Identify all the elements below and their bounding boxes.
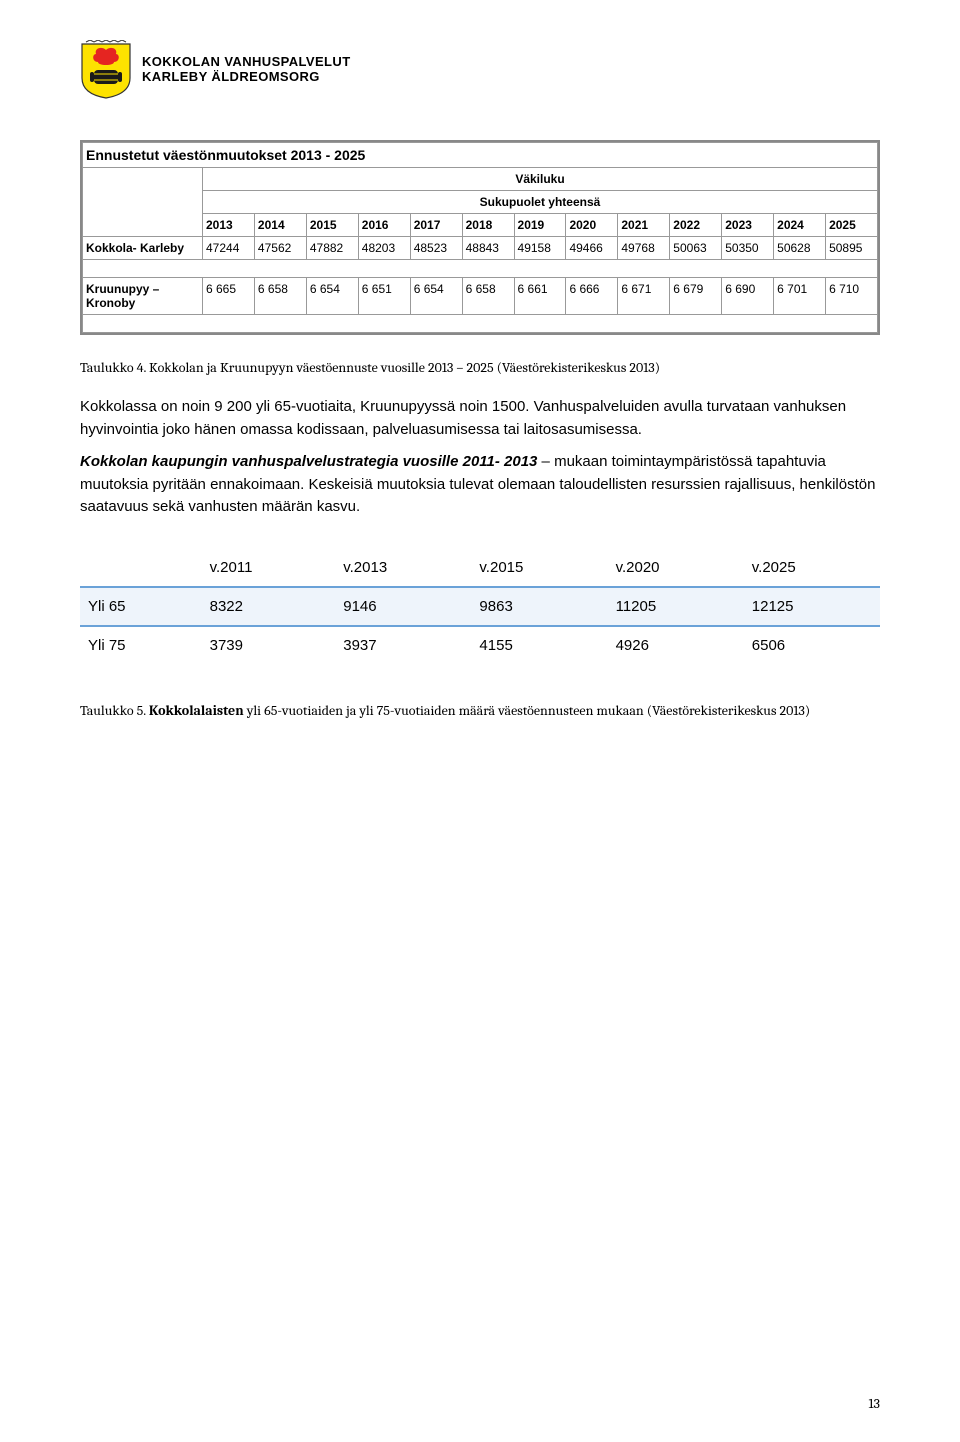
table1-cell: 6 661 [514,278,566,315]
table1-cell: 6 690 [722,278,774,315]
table1-cell: 49466 [566,237,618,260]
caption2-bold: Kokkolalaisten [149,702,244,719]
table1-cell: 6 658 [462,278,514,315]
age-stats-table: v.2011v.2013v.2015v.2020v.2025 Yli 65832… [80,549,880,664]
table2-year-header: v.2025 [744,549,880,587]
table1-year-header: 2016 [358,214,410,237]
table1-year-header: 2015 [306,214,358,237]
table1-cell: 47562 [254,237,306,260]
table2-year-header: v.2020 [608,549,744,587]
table1-cell: 6 658 [254,278,306,315]
population-forecast-table: Ennustetut väestönmuutokset 2013 - 2025 … [80,140,880,335]
table1-cell: 6 679 [670,278,722,315]
table1-year-header: 2024 [774,214,826,237]
paragraph-1: Kokkolassa on noin 9 200 yli 65-vuotiait… [80,396,880,441]
table2-cell: 3739 [202,626,336,664]
table1-row-label: Kruunupyy – Kronoby [83,278,203,315]
table1-year-header: 2025 [826,214,878,237]
table1-cell: 50628 [774,237,826,260]
table1-year-header: 2022 [670,214,722,237]
org-name-block: KOKKOLAN VANHUSPALVELUT KARLEBY ÄLDREOMS… [142,55,351,85]
table2-blank-header [80,549,202,587]
table1-cell: 6 651 [358,278,410,315]
table2-cell: 4155 [471,626,607,664]
table2-row-label: Yli 65 [80,587,202,626]
table1-cell: 50895 [826,237,878,260]
table1-cell: 50063 [670,237,722,260]
table2-cell: 9863 [471,587,607,626]
document-header: KOKKOLAN VANHUSPALVELUT KARLEBY ÄLDREOMS… [80,40,880,100]
table1-year-header: 2019 [514,214,566,237]
table1-cell: 6 710 [826,278,878,315]
page-number: 13 [868,1395,880,1412]
table2-year-header: v.2013 [335,549,471,587]
table1-cell: 48203 [358,237,410,260]
table1-year-header: 2014 [254,214,306,237]
table1-cell: 48843 [462,237,514,260]
table1-row-label: Kokkola- Karleby [83,237,203,260]
table2-cell: 6506 [744,626,880,664]
table1-cell: 47244 [203,237,255,260]
table1-year-header: 2013 [203,214,255,237]
table1-cell: 6 671 [618,278,670,315]
table1-year-header: 2018 [462,214,514,237]
table2-cell: 3937 [335,626,471,664]
table1-cell: 6 666 [566,278,618,315]
table1-year-header: 2021 [618,214,670,237]
table2-caption: Taulukko 5. Kokkolalaisten yli 65-vuotia… [80,700,880,721]
table1-cell: 6 701 [774,278,826,315]
table1-superheader: Väkiluku [203,168,878,191]
para2-bold: Kokkolan kaupungin vanhuspalvelustrategi… [80,453,537,470]
table1-cell: 6 654 [306,278,358,315]
table1-year-header: 2017 [410,214,462,237]
table1-cell: 6 665 [203,278,255,315]
table1-cell: 49768 [618,237,670,260]
table1-cell: 48523 [410,237,462,260]
org-name-line1: KOKKOLAN VANHUSPALVELUT [142,55,351,70]
table2-cell: 4926 [608,626,744,664]
table1-cell: 6 654 [410,278,462,315]
paragraph-2: Kokkolan kaupungin vanhuspalvelustrategi… [80,451,880,519]
table2-year-header: v.2011 [202,549,336,587]
table2-cell: 11205 [608,587,744,626]
table1-cell: 49158 [514,237,566,260]
table1-cell: 47882 [306,237,358,260]
table1-title: Ennustetut väestönmuutokset 2013 - 2025 [83,143,878,168]
table1-year-header: 2023 [722,214,774,237]
table2-cell: 12125 [744,587,880,626]
org-name-line2: KARLEBY ÄLDREOMSORG [142,70,351,85]
table2-cell: 9146 [335,587,471,626]
table1-cell: 50350 [722,237,774,260]
table2-year-header: v.2015 [471,549,607,587]
crest-icon [80,40,132,100]
table1-caption: Taulukko 4. Kokkolan ja Kruunupyyn väest… [80,357,880,378]
table1-year-header: 2020 [566,214,618,237]
table1-subheader: Sukupuolet yhteensä [203,191,878,214]
caption2-prefix: Taulukko 5. [80,702,149,719]
table2-cell: 8322 [202,587,336,626]
caption2-rest: yli 65-vuotiaiden ja yli 75-vuotiaiden m… [244,702,811,719]
table2-row-label: Yli 75 [80,626,202,664]
